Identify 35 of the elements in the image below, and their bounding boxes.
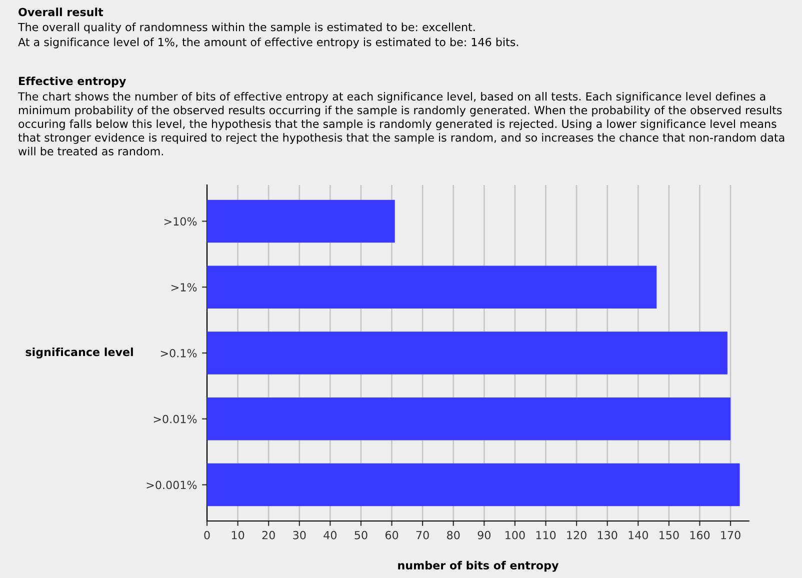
- x-tick-label: 120: [567, 530, 586, 540]
- y-tick-label: >10%: [164, 217, 197, 226]
- x-tick-label: 20: [262, 530, 275, 540]
- x-tick-label: 40: [324, 530, 337, 540]
- x-tick-label: 70: [416, 530, 429, 540]
- text: The chart shows the number of bits of effective entropy at each significance level, based on all tests. Each significance level defines a minimum probability of the observed results occurring if the sample is randomly generated. When the probability of the observed results occuring falls below this level, the hypothesis that the sample is randomly generated is rejected. Using a lower significance level means that stronger evidence is required to reject the hypothesis that the sample is random, and so increases the chance that non-random data will be treated as random.: [18, 92, 784, 156]
- bar: [207, 332, 728, 374]
- x-tick-label: 110: [536, 530, 556, 540]
- x-tick-label: 90: [478, 530, 490, 540]
- x-tick-label: 80: [447, 530, 460, 540]
- x-tick-label: 60: [385, 530, 398, 540]
- bar: [207, 397, 731, 440]
- x-tick-label: 150: [660, 530, 679, 540]
- x-tick-label: 100: [506, 530, 525, 540]
- text: At a significance level of 1%, the amount of effective entropy is estimated to be: 146 bits.: [18, 38, 518, 48]
- bar: [207, 463, 740, 506]
- text: The overall quality of randomness within the sample is estimated to be: excellent.: [18, 22, 475, 34]
- x-tick-label: 0: [204, 530, 210, 540]
- y-tick-label: >1%: [172, 283, 197, 292]
- y-tick-label: >0.01%: [154, 414, 197, 424]
- x-tick-label: 130: [598, 530, 618, 540]
- x-tick-label: 160: [690, 530, 710, 540]
- x-tick-label: 140: [628, 530, 648, 540]
- bar: [207, 266, 657, 309]
- x-tick-label: 30: [293, 530, 306, 540]
- y-tick-label: >0.1%: [160, 348, 197, 358]
- x-axis-title: number of bits of entropy: [398, 560, 559, 572]
- y-axis-title: significance level: [26, 348, 133, 358]
- y-tick-label: >0.001%: [146, 480, 197, 490]
- text: Effective entropy: [19, 76, 126, 88]
- bar: [207, 200, 395, 243]
- text: Overall result: [18, 8, 104, 16]
- x-tick-label: 170: [721, 530, 740, 540]
- x-tick-label: 10: [232, 530, 244, 540]
- x-tick-label: 50: [354, 530, 368, 540]
